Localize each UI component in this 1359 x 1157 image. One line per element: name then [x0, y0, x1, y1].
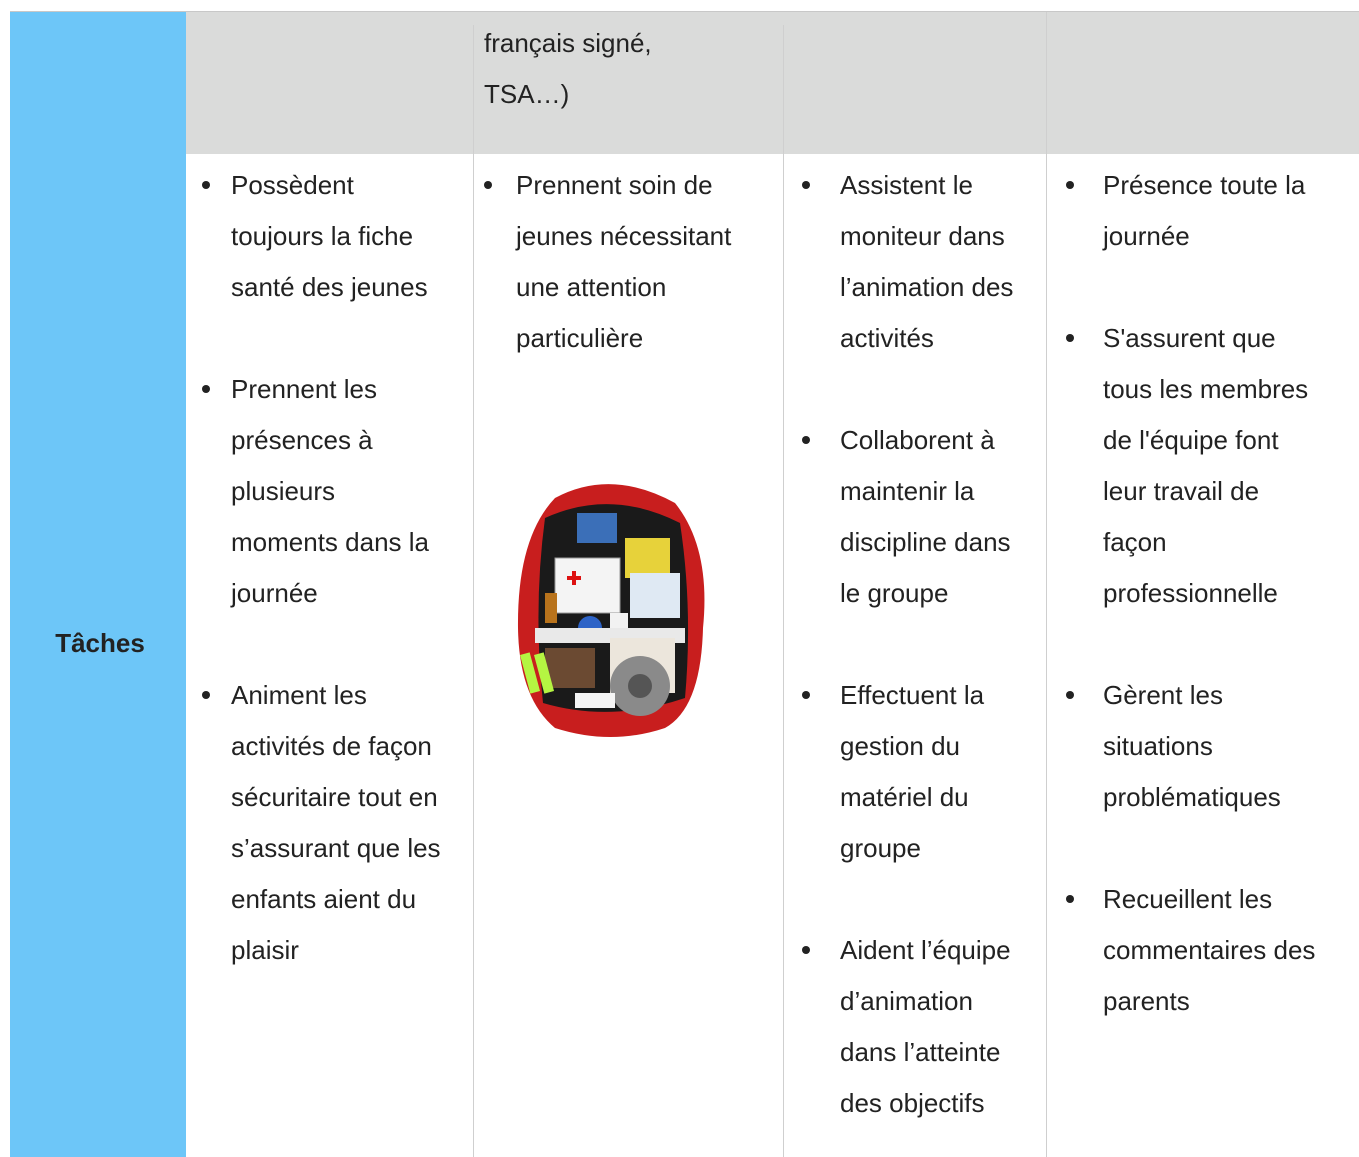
- list-item: Collaborent à maintenir la discipline dans…: [783, 415, 1011, 619]
- text-line: plusieurs: [231, 476, 336, 506]
- text-line: journée: [231, 578, 318, 608]
- text-line: S'assurent que: [1103, 323, 1276, 353]
- text-line: sécuritaire tout en: [231, 782, 438, 812]
- text-line: particulière: [516, 323, 644, 353]
- text-line: Assistent le: [840, 170, 973, 200]
- top-border: [10, 11, 1359, 12]
- text-line: discipline dans: [840, 527, 1011, 557]
- text-line: façon: [1103, 527, 1167, 557]
- text-line: une attention: [516, 272, 667, 302]
- text-line: l’animation des: [840, 272, 1014, 302]
- bullet: [202, 691, 210, 699]
- list-item: Prennent les présences à plusieurs moments …: [186, 364, 429, 619]
- text-line: commentaires des: [1103, 935, 1316, 965]
- top-row-bg: [186, 12, 1359, 154]
- bullet: [202, 181, 210, 189]
- row-label: Tâches: [55, 628, 145, 658]
- bullet: [802, 691, 810, 699]
- text-line: des objectifs: [840, 1088, 985, 1118]
- list-item: Assistent le moniteur dans l’animation des…: [783, 160, 1013, 364]
- text-line: moments dans la: [231, 527, 429, 557]
- text-line: Présence toute la: [1103, 170, 1306, 200]
- bullet: [202, 385, 210, 393]
- list-item: Recueillent les commentaires des parents: [1046, 874, 1315, 1027]
- text-line: TSA…): [484, 79, 570, 109]
- bullet: [1066, 334, 1074, 342]
- text-line: plaisir: [231, 935, 299, 965]
- text-line: Gèrent les: [1103, 680, 1223, 710]
- list-item: Présence toute la journée: [1046, 160, 1305, 262]
- text-line: santé des jeunes: [231, 272, 428, 302]
- list-item: S'assurent que tous les membres de l'équip…: [1046, 313, 1308, 619]
- text-line: de l'équipe font: [1103, 425, 1279, 455]
- bullet: [802, 946, 810, 954]
- text-line: enfants aient du: [231, 884, 417, 914]
- text-line: dans l’atteinte: [840, 1037, 1001, 1067]
- text-line: présences à: [231, 425, 373, 455]
- text-line: jeunes nécessitant: [516, 221, 732, 251]
- text-line: journée: [1103, 221, 1190, 251]
- col-divider: [473, 25, 474, 1157]
- text-line: activités: [840, 323, 934, 353]
- list-item: Gèrent les situations problématiques: [1046, 670, 1281, 823]
- text-line: problématiques: [1103, 782, 1281, 812]
- col-divider: [783, 25, 784, 1157]
- text-line: toujours la fiche: [231, 221, 414, 251]
- list-item: Effectuent la gestion du matériel du groupe: [783, 670, 984, 874]
- bullet: [1066, 691, 1074, 699]
- col-divider: [1046, 12, 1047, 1157]
- text-line: Possèdent: [231, 170, 354, 200]
- label-column: [10, 12, 186, 1157]
- text-line: situations: [1103, 731, 1213, 761]
- text-line: Collaborent à: [840, 425, 995, 455]
- text-line: le groupe: [840, 578, 949, 608]
- text-line: français signé,: [484, 28, 652, 58]
- text-line: parents: [1103, 986, 1190, 1016]
- text-line: Prennent les: [231, 374, 377, 404]
- bullet: [484, 181, 492, 189]
- list-item: Prennent soin de jeunes nécessitant une at…: [473, 160, 731, 364]
- top-cell: français signé, TSA…): [484, 18, 652, 120]
- text-line: tous les membres: [1103, 374, 1309, 404]
- bullet: [802, 181, 810, 189]
- list-item: Possèdent toujours la fiche santé des jeun…: [186, 160, 428, 313]
- bullet: [802, 436, 810, 444]
- text-line: groupe: [840, 833, 921, 863]
- text-line: Aident l’équipe: [840, 935, 1011, 965]
- text-line: Animent les: [231, 680, 367, 710]
- bullet: [1066, 181, 1074, 189]
- text-line: d’animation: [840, 986, 973, 1016]
- text-line: gestion du: [840, 731, 960, 761]
- text-line: Effectuent la: [840, 680, 985, 710]
- text-line: Recueillent les: [1103, 884, 1273, 914]
- text-line: activités de façon: [231, 731, 432, 761]
- list-item: Aident l’équipe d’animation dans l’atteint…: [783, 925, 1011, 1129]
- text-line: professionnelle: [1103, 578, 1278, 608]
- text-line: Prennent soin de: [516, 170, 713, 200]
- text-line: maintenir la: [840, 476, 975, 506]
- text-line: s’assurant que les: [231, 833, 441, 863]
- bullet: [1066, 895, 1074, 903]
- text-line: moniteur dans: [840, 221, 1005, 251]
- list-item: Animent les activités de façon sécuritaire…: [186, 670, 441, 976]
- text-line: leur travail de: [1103, 476, 1260, 506]
- text-line: matériel du: [840, 782, 969, 812]
- first-aid-bag-image: [517, 484, 705, 737]
